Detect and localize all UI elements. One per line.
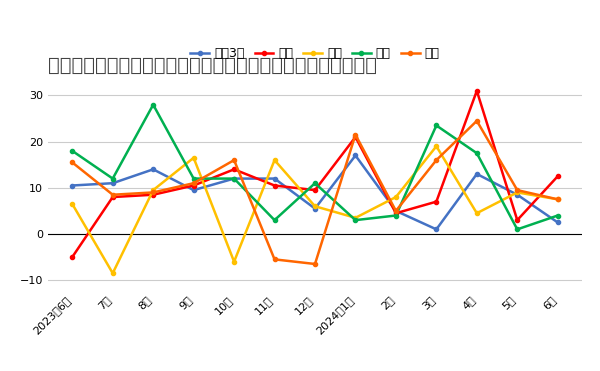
城西 (271, 218, 278, 222)
城南 (433, 144, 440, 148)
城西 (514, 227, 521, 232)
城北 (109, 193, 116, 197)
城西 (352, 218, 359, 222)
城西 (554, 213, 562, 218)
城東 (311, 188, 319, 192)
都心3区 (392, 209, 400, 213)
城北 (230, 158, 238, 162)
城南 (392, 195, 400, 199)
Legend: 都心3区, 城東, 城南, 城西, 城北: 都心3区, 城東, 城南, 城西, 城北 (185, 42, 445, 65)
城北 (392, 209, 400, 213)
城東 (109, 195, 116, 199)
城北 (352, 132, 359, 137)
城東 (230, 167, 238, 171)
城東 (271, 183, 278, 188)
都心3区 (109, 181, 116, 186)
城東 (190, 183, 197, 188)
城南 (271, 158, 278, 162)
都心3区 (230, 176, 238, 181)
城南 (190, 155, 197, 160)
城北 (68, 160, 76, 165)
城東 (473, 89, 481, 93)
城南 (149, 188, 157, 192)
都心3区 (149, 167, 157, 171)
都心3区 (473, 172, 481, 176)
城北 (190, 181, 197, 186)
城南 (109, 271, 116, 275)
都心3区 (514, 193, 521, 197)
城東 (514, 218, 521, 222)
城西 (109, 176, 116, 181)
城北 (433, 158, 440, 162)
都心3区 (311, 206, 319, 211)
城東 (554, 174, 562, 178)
城南 (311, 204, 319, 209)
Text: 東京都各エリアの中古マンションの成約件数（前年同月比％）: 東京都各エリアの中古マンションの成約件数（前年同月比％） (48, 56, 377, 75)
都心3区 (554, 220, 562, 225)
Line: 城東: 城東 (70, 89, 560, 259)
都心3区 (271, 176, 278, 181)
城西 (190, 176, 197, 181)
城西 (392, 213, 400, 218)
城南 (230, 259, 238, 264)
城西 (68, 149, 76, 153)
城西 (149, 102, 157, 107)
都心3区 (433, 227, 440, 232)
城西 (311, 181, 319, 186)
城南 (352, 216, 359, 220)
城東 (68, 255, 76, 259)
城北 (149, 190, 157, 195)
城西 (230, 176, 238, 181)
城西 (433, 123, 440, 128)
Line: 城南: 城南 (70, 144, 560, 275)
城南 (514, 190, 521, 195)
Line: 城西: 城西 (70, 103, 560, 232)
城北 (554, 197, 562, 201)
都心3区 (352, 153, 359, 158)
城北 (514, 188, 521, 192)
城北 (311, 262, 319, 266)
城東 (433, 200, 440, 204)
Line: 都心3区: 都心3区 (70, 153, 560, 232)
Line: 城北: 城北 (70, 119, 560, 266)
城東 (149, 193, 157, 197)
城西 (473, 151, 481, 155)
城東 (352, 135, 359, 139)
城南 (473, 211, 481, 216)
城南 (68, 202, 76, 206)
城東 (392, 211, 400, 216)
都心3区 (190, 188, 197, 192)
城北 (271, 257, 278, 262)
都心3区 (68, 183, 76, 188)
城北 (473, 119, 481, 123)
城南 (554, 197, 562, 201)
